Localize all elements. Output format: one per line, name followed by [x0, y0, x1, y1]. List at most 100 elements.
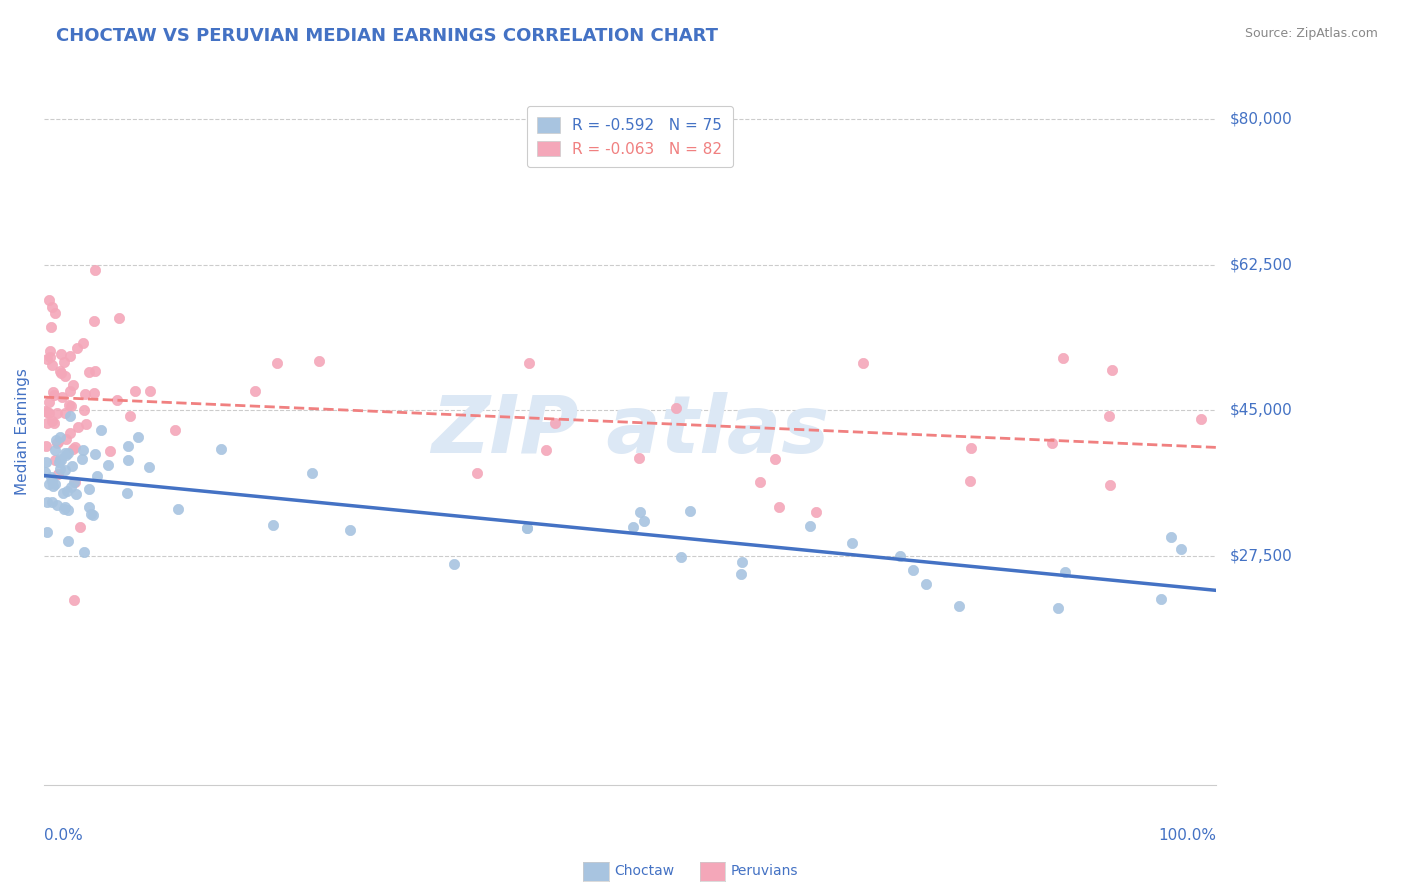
- Point: [98, 444, 121, 458]
- Point: [59, 425, 82, 440]
- Point: [70, 451, 93, 466]
- Point: [58, 503, 80, 517]
- Point: [58, 398, 80, 412]
- Point: [301, 466, 323, 480]
- Point: [852, 355, 875, 369]
- Text: Source: ZipAtlas.com: Source: ZipAtlas.com: [1244, 27, 1378, 40]
- Text: 0.0%: 0.0%: [44, 828, 83, 843]
- Point: [77, 500, 100, 515]
- Point: [35, 352, 58, 367]
- Point: [544, 416, 567, 430]
- Point: [42, 384, 65, 399]
- Point: [243, 384, 266, 398]
- Text: $45,000: $45,000: [1230, 403, 1292, 418]
- Point: [83, 314, 105, 328]
- Point: [66, 420, 89, 434]
- Point: [34, 465, 56, 479]
- Point: [1101, 362, 1123, 376]
- Point: [63, 440, 86, 454]
- Legend: R = -0.592   N = 75, R = -0.063   N = 82: R = -0.592 N = 75, R = -0.063 N = 82: [527, 106, 733, 168]
- Point: [799, 519, 821, 533]
- Point: [679, 504, 702, 518]
- Point: [90, 424, 112, 438]
- Point: [948, 599, 970, 613]
- Point: [44, 306, 66, 320]
- Point: [35, 495, 58, 509]
- Point: [84, 363, 107, 377]
- Text: Choctaw: Choctaw: [614, 864, 675, 879]
- Text: $80,000: $80,000: [1230, 112, 1292, 127]
- Point: [107, 393, 129, 408]
- Point: [62, 475, 84, 490]
- Point: [55, 432, 77, 446]
- Point: [45, 406, 67, 420]
- Point: [165, 424, 187, 438]
- Point: [55, 463, 77, 477]
- Point: [669, 549, 692, 564]
- Text: Peruvians: Peruvians: [731, 864, 799, 879]
- Point: [38, 293, 60, 307]
- Point: [46, 467, 69, 482]
- Point: [53, 500, 76, 514]
- Point: [38, 406, 60, 420]
- Point: [118, 409, 141, 424]
- Point: [55, 483, 77, 498]
- Text: 100.0%: 100.0%: [1157, 828, 1216, 843]
- Point: [49, 347, 72, 361]
- Text: ZIP atlas: ZIP atlas: [430, 392, 830, 470]
- Point: [55, 406, 77, 420]
- Point: [63, 475, 86, 489]
- Point: [52, 486, 75, 500]
- Point: [763, 451, 786, 466]
- Point: [339, 524, 361, 538]
- Point: [73, 544, 96, 558]
- Y-axis label: Median Earnings: Median Earnings: [15, 368, 30, 495]
- Point: [80, 507, 103, 521]
- Point: [889, 549, 911, 563]
- Point: [443, 558, 465, 572]
- Point: [1097, 409, 1119, 423]
- Point: [1052, 351, 1074, 366]
- Point: [633, 514, 655, 528]
- Point: [621, 520, 644, 534]
- Point: [115, 486, 138, 500]
- Point: [37, 416, 59, 430]
- Point: [59, 349, 82, 363]
- Point: [731, 555, 754, 569]
- Point: [65, 341, 87, 355]
- Point: [73, 403, 96, 417]
- Point: [46, 434, 69, 449]
- Point: [1189, 412, 1212, 426]
- Point: [1046, 600, 1069, 615]
- Point: [48, 455, 70, 469]
- Point: [62, 442, 84, 457]
- Point: [262, 517, 284, 532]
- Point: [44, 443, 66, 458]
- Point: [1150, 591, 1173, 606]
- Point: [37, 405, 59, 419]
- Text: $62,500: $62,500: [1230, 257, 1292, 272]
- Point: [266, 356, 288, 370]
- Point: [536, 442, 558, 457]
- Point: [730, 567, 752, 582]
- Point: [804, 505, 827, 519]
- Point: [117, 453, 139, 467]
- Point: [59, 399, 82, 413]
- Point: [768, 500, 790, 515]
- Point: [69, 520, 91, 534]
- Point: [42, 388, 65, 402]
- Point: [628, 505, 651, 519]
- Point: [915, 576, 938, 591]
- Point: [42, 417, 65, 431]
- Point: [83, 386, 105, 401]
- Point: [41, 414, 63, 428]
- Point: [51, 367, 73, 381]
- Point: [72, 336, 94, 351]
- Point: [841, 536, 863, 550]
- Point: [46, 435, 69, 450]
- Point: [62, 593, 84, 607]
- Point: [51, 391, 73, 405]
- Point: [167, 501, 190, 516]
- Point: [56, 534, 79, 549]
- Point: [35, 525, 58, 540]
